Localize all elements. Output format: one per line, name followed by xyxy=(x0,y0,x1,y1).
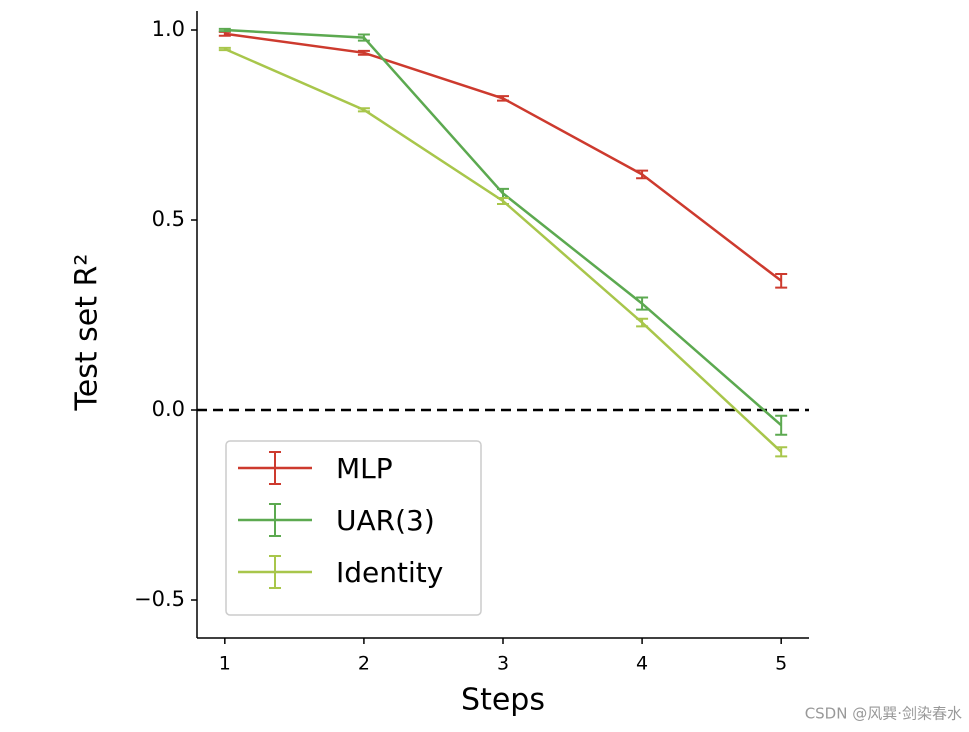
watermark: CSDN @风巽·剑染春水 xyxy=(805,705,962,723)
error-bar xyxy=(357,49,370,56)
y-tick-label: 0.0 xyxy=(152,397,185,421)
x-tick-label: 5 xyxy=(775,653,787,675)
legend-error-icon xyxy=(269,555,281,589)
error-bar xyxy=(775,414,788,436)
legend-label: UAR(3) xyxy=(336,504,435,537)
error-bar xyxy=(497,196,509,206)
y-tick-label: 1.0 xyxy=(152,17,185,41)
error-bar xyxy=(775,446,788,458)
legend-error-icon xyxy=(269,503,281,537)
series-line xyxy=(224,47,783,453)
error-bar xyxy=(636,169,649,180)
error-bar xyxy=(636,317,649,328)
legend-label: Identity xyxy=(336,556,443,589)
y-tick-label: −0.5 xyxy=(134,587,185,611)
x-tick-label: 2 xyxy=(358,653,370,675)
x-tick-label: 1 xyxy=(219,653,231,675)
x-axis-label: Steps xyxy=(461,683,545,718)
error-bar xyxy=(218,27,231,33)
error-bar xyxy=(636,296,649,311)
x-tick-label: 3 xyxy=(497,653,509,675)
error-bar xyxy=(775,272,788,289)
series-line xyxy=(224,32,782,282)
x-tick-label: 4 xyxy=(636,653,648,675)
error-bar xyxy=(357,107,370,113)
error-bar xyxy=(497,95,509,102)
legend-label: MLP xyxy=(336,452,393,485)
y-tick-label: 0.5 xyxy=(152,207,185,231)
series-line xyxy=(224,28,783,427)
legend-error-icon xyxy=(269,451,281,485)
legend: MLP UAR(3) Identity xyxy=(225,440,482,616)
y-axis-label: Test set R² xyxy=(70,254,105,412)
error-bar xyxy=(357,33,370,42)
error-bar xyxy=(218,46,231,52)
